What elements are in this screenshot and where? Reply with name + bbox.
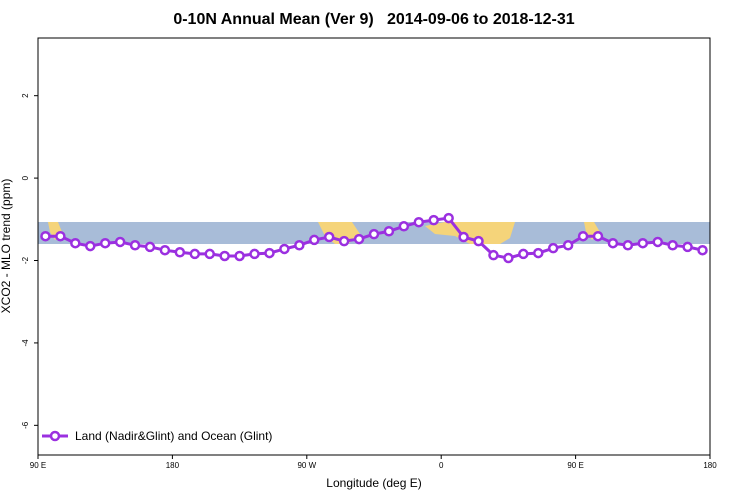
- point: [652, 236, 663, 248]
- y-tick-label: 0: [21, 175, 30, 180]
- legend-marker: [49, 430, 61, 442]
- point: [40, 230, 51, 242]
- point: [294, 240, 305, 251]
- point: [458, 231, 469, 243]
- point: [99, 237, 111, 249]
- point: [398, 221, 410, 232]
- plot-frame: [37, 37, 711, 456]
- point: [518, 248, 529, 260]
- point: [428, 214, 439, 226]
- legend-label: Land (Nadir&Glint) and Ocean (Glint): [75, 429, 272, 443]
- point: [129, 240, 141, 251]
- point: [338, 235, 350, 247]
- point: [682, 241, 693, 253]
- point: [219, 250, 230, 262]
- x-tick-label: 90 E: [30, 461, 46, 470]
- point: [592, 230, 604, 242]
- point: [264, 247, 275, 259]
- point: [413, 216, 425, 228]
- point: [503, 252, 514, 264]
- x-tick-label: 90 W: [297, 461, 316, 470]
- x-tick-label: 180: [703, 461, 717, 470]
- point: [637, 237, 649, 249]
- point: [204, 248, 215, 260]
- point: [55, 230, 66, 242]
- point: [70, 237, 81, 249]
- point: [533, 247, 544, 259]
- point: [368, 228, 380, 240]
- point: [473, 235, 484, 247]
- point: [353, 233, 365, 245]
- point: [189, 248, 201, 260]
- x-axis-label: Longitude (deg E): [326, 476, 421, 490]
- point: [144, 241, 156, 253]
- point: [279, 243, 290, 255]
- y-tick-label: -6: [21, 421, 30, 429]
- point: [174, 247, 186, 258]
- point: [234, 250, 245, 262]
- point: [697, 244, 708, 256]
- x-tick-label: 90 E: [567, 461, 583, 470]
- point: [667, 240, 678, 251]
- point: [622, 240, 634, 251]
- chart-title: 0-10N Annual Mean (Ver 9) 2014-09-06 to …: [173, 11, 574, 28]
- point: [249, 248, 260, 260]
- point: [85, 240, 96, 252]
- y-tick-label: -2: [21, 256, 30, 264]
- point: [547, 242, 559, 254]
- point: [383, 226, 395, 237]
- point: [309, 234, 320, 246]
- point: [443, 212, 454, 224]
- y-tick-label: -4: [21, 339, 30, 347]
- point: [488, 249, 499, 261]
- point: [323, 231, 335, 243]
- y-tick-label: 2: [21, 93, 30, 98]
- point: [159, 244, 171, 256]
- y-axis-label: XCO2 - MLO trend (ppm): [0, 179, 13, 314]
- x-tick-label: 180: [166, 461, 180, 470]
- x-tick-label: 0: [439, 461, 444, 470]
- point: [577, 230, 589, 242]
- point: [562, 240, 574, 251]
- point: [607, 237, 619, 249]
- point: [114, 236, 126, 248]
